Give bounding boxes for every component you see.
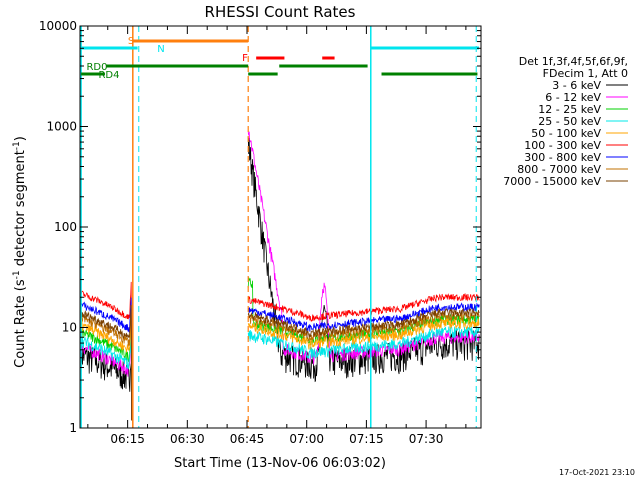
legend-entry-label: 300 - 800 keV xyxy=(524,151,601,164)
legend-entry-label: 50 - 100 keV xyxy=(531,127,601,140)
annotation-label: S xyxy=(128,36,134,47)
legend-entry-label: 12 - 25 keV xyxy=(538,103,601,116)
series-line xyxy=(80,317,480,421)
legend-entry-label: 7000 - 15000 keV xyxy=(503,175,601,188)
chart-title: RHESSI Count Rates xyxy=(205,3,356,21)
x-tick-label: 07:15 xyxy=(349,432,384,446)
legend-entry-label: 800 - 7000 keV xyxy=(517,163,601,176)
annotation-label: N xyxy=(157,44,164,55)
x-tick-label: 07:00 xyxy=(289,432,324,446)
series-line xyxy=(80,325,480,421)
y-tick-label: 100 xyxy=(54,220,77,234)
y-tick-label: 1 xyxy=(69,421,77,435)
y-tick-label: 10 xyxy=(62,321,77,335)
legend-entry-label: 25 - 50 keV xyxy=(538,115,601,128)
timestamp: 17-Oct-2021 23:10 xyxy=(559,468,635,477)
y-tick-label: 10000 xyxy=(39,19,77,33)
annotation-label: F xyxy=(242,53,248,64)
x-axis-label: Start Time (13-Nov-06 06:03:02) xyxy=(174,456,386,471)
annotation-label: RD4 xyxy=(98,70,119,81)
legend-entry-label: 6 - 12 keV xyxy=(545,91,601,104)
legend-header: FDecim 1, Att 0 xyxy=(543,67,628,80)
x-tick-label: 06:15 xyxy=(110,432,145,446)
legend-header: Det 1f,3f,4f,5f,6f,9f, xyxy=(519,55,628,68)
y-tick-label: 1000 xyxy=(46,120,77,134)
series-line xyxy=(80,304,480,421)
series-line xyxy=(80,281,480,421)
annotation-label: RD0 xyxy=(86,62,107,73)
legend-entry-label: 3 - 6 keV xyxy=(552,79,601,92)
legend-entry-label: 100 - 300 keV xyxy=(524,139,601,152)
x-tick-label: 06:30 xyxy=(170,432,205,446)
y-axis-label: Count Rate (s-1 detector segment-1) xyxy=(12,136,28,368)
x-tick-label: 06:45 xyxy=(230,432,265,446)
x-tick-label: 07:30 xyxy=(409,432,444,446)
series-line xyxy=(80,297,480,421)
